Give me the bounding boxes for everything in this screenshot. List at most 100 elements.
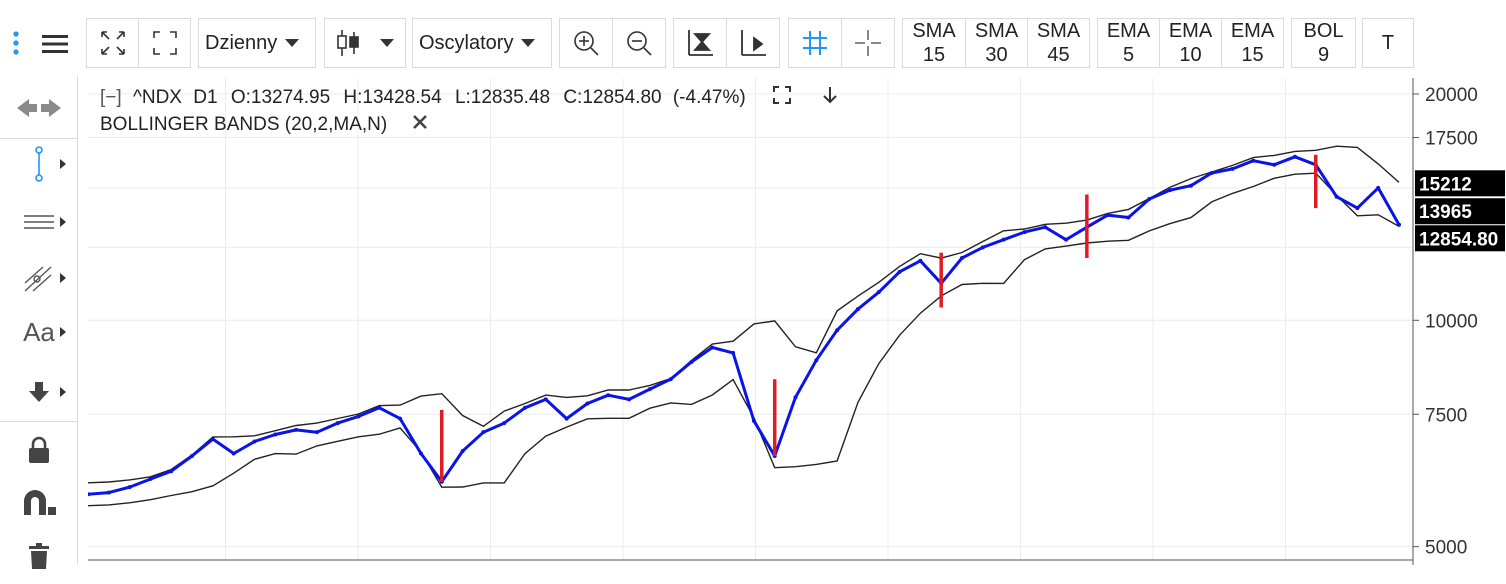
- legend-symbol: ^NDX: [132, 87, 182, 109]
- drawing-sidebar: Aa: [0, 76, 78, 569]
- chart-legend: [−] ^NDX D1 O:13274.95 H:13428.54 L:1283…: [100, 86, 838, 110]
- ema-5-button[interactable]: EMA 5: [1097, 18, 1160, 68]
- scroll-end-button[interactable]: [726, 18, 780, 68]
- fit-range-button[interactable]: [673, 18, 727, 68]
- price-point: [1001, 237, 1006, 242]
- oscillators-label: Oscylatory: [419, 31, 514, 54]
- indicator-name: SMA: [974, 20, 1019, 42]
- legend-close: C:12854.80: [563, 87, 662, 109]
- price-point: [897, 269, 902, 274]
- candlestick-icon: [337, 30, 359, 56]
- price-badge: [1415, 225, 1505, 252]
- indicator-name: SMA: [1036, 20, 1081, 42]
- legend-open: O:13274.95: [230, 87, 331, 109]
- y-tick-label: 17500: [1425, 129, 1478, 150]
- line-tool[interactable]: [0, 136, 78, 192]
- price-point: [294, 427, 299, 432]
- line-tool-icon: [35, 146, 43, 182]
- arrow-marker-tool[interactable]: [0, 364, 78, 420]
- submenu-arrow-icon: [60, 387, 66, 397]
- price-point: [1376, 185, 1381, 190]
- price-point: [1355, 206, 1360, 211]
- price-point: [543, 397, 548, 402]
- crosshair-button[interactable]: [841, 18, 895, 68]
- arrows-horizontal-tool[interactable]: [0, 80, 78, 136]
- price-point: [398, 416, 403, 421]
- price-point: [523, 405, 527, 410]
- horizontal-lines-tool[interactable]: [0, 194, 78, 250]
- indicator-period: 45: [1047, 44, 1070, 66]
- more-menu-icon[interactable]: [12, 30, 20, 56]
- price-point: [1251, 158, 1256, 163]
- price-point: [855, 307, 860, 312]
- maximize-chart-icon[interactable]: [773, 86, 791, 110]
- chart-area[interactable]: 20000 17500 10000 7500 5000 15212 13965 12854.…: [88, 78, 1506, 565]
- bol-9-button[interactable]: BOL 9: [1291, 18, 1356, 68]
- price-point: [314, 430, 319, 435]
- sma-45-button[interactable]: SMA 45: [1027, 18, 1090, 68]
- zoom-out-button[interactable]: [612, 18, 666, 68]
- indicator-name: EMA: [1106, 20, 1151, 42]
- lock-icon: [29, 436, 49, 463]
- submenu-arrow-icon: [60, 273, 66, 283]
- indicator-name: EMA: [1230, 20, 1275, 42]
- fullscreen-icon: [152, 31, 177, 55]
- price-point: [356, 414, 361, 419]
- price-point: [502, 421, 507, 426]
- price-point: [252, 439, 257, 444]
- ema-10-button[interactable]: EMA 10: [1159, 18, 1222, 68]
- price-point: [190, 453, 195, 458]
- price-point: [106, 490, 111, 495]
- price-point: [1272, 162, 1277, 167]
- expand-button[interactable]: [86, 18, 139, 68]
- zoom-in-icon: [574, 31, 599, 56]
- price-point: [148, 477, 153, 482]
- bollinger-upper-band: [88, 145, 1400, 484]
- zoom-in-button[interactable]: [559, 18, 613, 68]
- sma-30-button[interactable]: SMA 30: [965, 18, 1028, 68]
- price-point: [793, 395, 798, 400]
- toolbar: Dzienny Oscylatory SMA 15 SMA 30 SMA 45 EMA…: [0, 0, 1506, 76]
- text-button[interactable]: T: [1362, 18, 1414, 68]
- price-point: [1188, 183, 1193, 188]
- expand-icon: [100, 31, 125, 55]
- price-point: [918, 258, 923, 263]
- grid-toggle-button[interactable]: [788, 18, 842, 68]
- y-tick-label: 20000: [1425, 85, 1478, 106]
- download-arrow-icon[interactable]: [822, 86, 838, 110]
- price-point: [647, 387, 652, 392]
- chart-type-dropdown[interactable]: [324, 18, 406, 68]
- fib-tool[interactable]: [0, 250, 78, 306]
- zoom-out-icon: [627, 31, 652, 56]
- indicator-legend: BOLLINGER BANDS (20,2,MA,N): [100, 114, 428, 136]
- indicator-name: SMA: [912, 20, 956, 42]
- price-point: [273, 432, 278, 437]
- ema-15-button[interactable]: EMA 15: [1221, 18, 1284, 68]
- magnet-tool[interactable]: [0, 474, 78, 530]
- price-point: [1105, 213, 1110, 218]
- remove-indicator-icon[interactable]: [412, 114, 428, 136]
- crosshair-icon: [855, 30, 881, 56]
- price-point: [751, 418, 756, 423]
- hamburger-menu-icon[interactable]: [42, 33, 68, 55]
- fullscreen-button[interactable]: [138, 18, 191, 68]
- price-point: [814, 358, 819, 363]
- oscillators-dropdown[interactable]: Oscylatory: [412, 18, 552, 68]
- price-point: [689, 360, 694, 365]
- delete-tool[interactable]: [0, 528, 78, 584]
- price-point: [1209, 170, 1214, 175]
- text-tool[interactable]: Aa: [0, 304, 78, 360]
- price-point: [585, 401, 590, 406]
- price-chart[interactable]: 20000 17500 10000 7500 5000 15212 13965 12854.…: [88, 78, 1506, 565]
- interval-dropdown[interactable]: Dzienny: [198, 18, 316, 68]
- price-point: [627, 397, 632, 402]
- collapse-legend-button[interactable]: [−]: [100, 87, 122, 109]
- indicator-name: EMA: [1168, 20, 1213, 42]
- sma-15-button[interactable]: SMA 15: [902, 18, 966, 68]
- lock-tool[interactable]: [0, 422, 78, 478]
- text-button-label: T: [1381, 31, 1395, 54]
- submenu-arrow-icon: [60, 327, 66, 337]
- fit-range-icon: [688, 30, 713, 56]
- price-point: [980, 245, 985, 250]
- price-line: [88, 155, 1401, 496]
